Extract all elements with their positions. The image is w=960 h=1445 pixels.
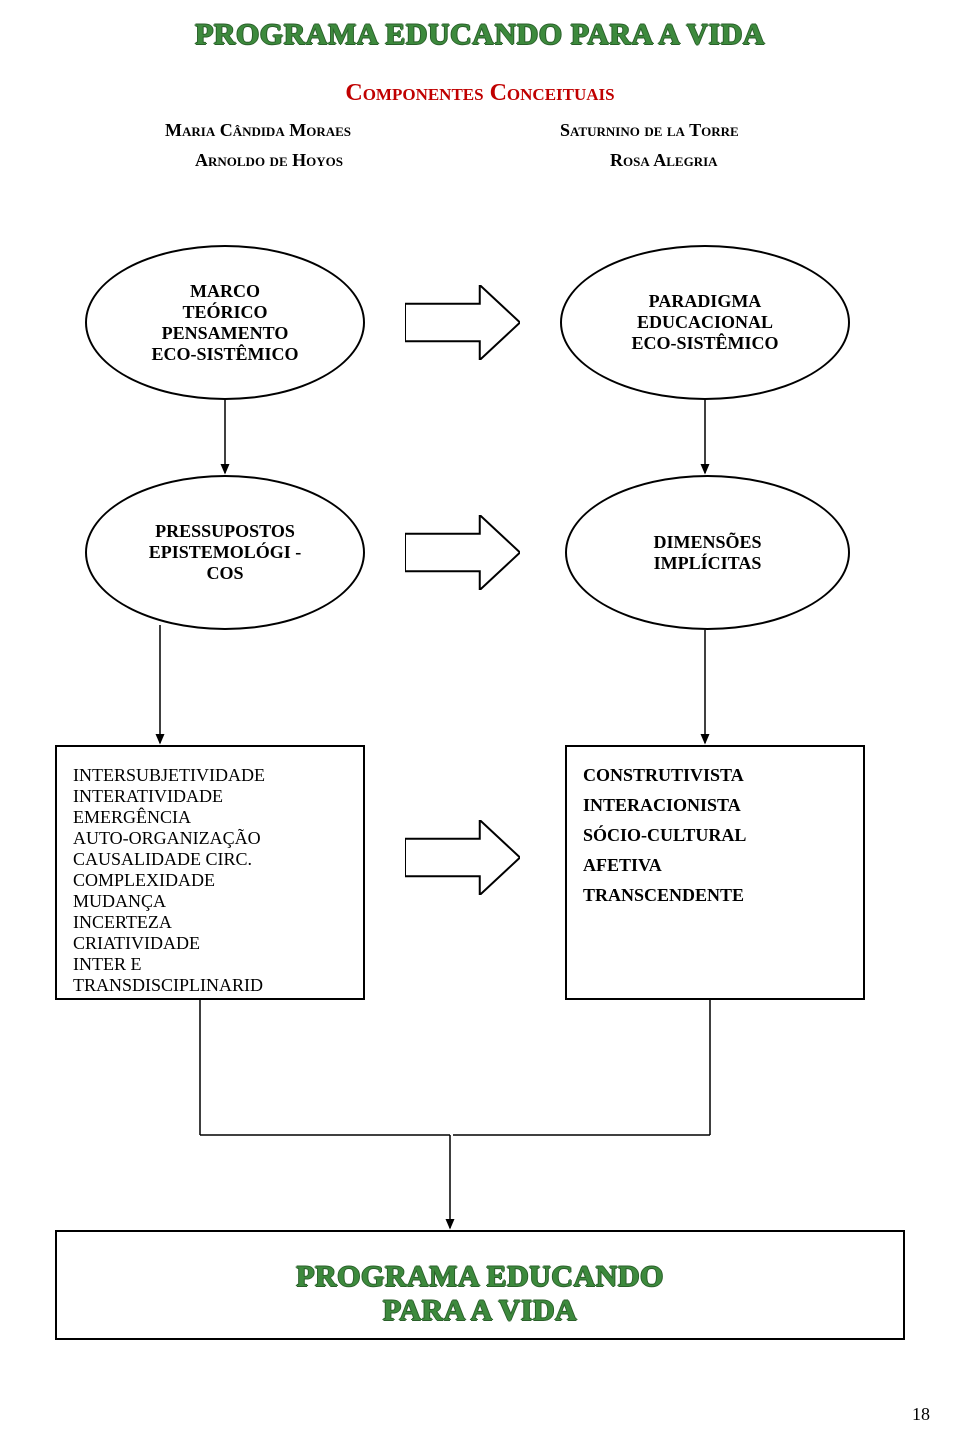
connector-lines xyxy=(0,0,960,1445)
page-number: 18 xyxy=(912,1404,930,1425)
